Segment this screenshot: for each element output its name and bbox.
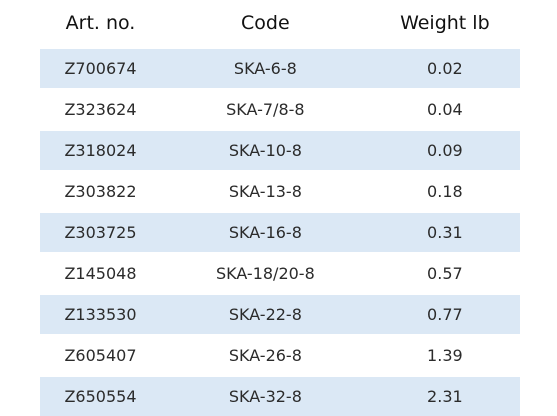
table-row: Z145048 SKA-18/20-8 0.57: [40, 252, 520, 294]
table-row: Z303822 SKA-13-8 0.18: [40, 170, 520, 212]
table-row: Z650554 SKA-32-8 2.31: [40, 375, 520, 416]
table-row: Z700674 SKA-6-8 0.02: [40, 47, 520, 89]
table-cell: SKA-10-8: [161, 129, 370, 171]
table-cell: SKA-7/8-8: [161, 88, 370, 130]
table-row: Z323624 SKA-7/8-8 0.04: [40, 88, 520, 130]
table-cell: SKA-6-8: [161, 47, 370, 89]
header-cell: Art. no.: [65, 12, 136, 34]
table-row: Z303725 SKA-16-8 0.31: [40, 211, 520, 253]
table-cell: SKA-26-8: [161, 334, 370, 376]
table-cell: 1.39: [369, 334, 520, 376]
header-row: Art. no. Code Weight lb: [40, 0, 520, 48]
table-cell: 0.31: [369, 211, 520, 253]
table-cell: SKA-13-8: [161, 170, 370, 212]
table-cell: Z318024: [40, 129, 161, 171]
table-row: Z133530 SKA-22-8 0.77: [40, 293, 520, 335]
table-cell: 0.77: [369, 293, 520, 335]
table-body: Z700674 SKA-6-8 0.02 Z323624 SKA-7/8-8 0.04 Z3…: [40, 47, 520, 416]
table-cell: Z700674: [40, 47, 161, 89]
table-cell: 0.09: [369, 129, 520, 171]
table-cell: 0.18: [369, 170, 520, 212]
table-cell: Z323624: [40, 88, 161, 130]
table-cell: Z605407: [40, 334, 161, 376]
table-cell: Z650554: [40, 375, 161, 416]
table-cell: 0.04: [369, 88, 520, 130]
table-cell: 0.57: [369, 252, 520, 294]
table-cell: Z303725: [40, 211, 161, 253]
header-cell: Code: [241, 12, 290, 34]
table-cell: 0.02: [369, 47, 520, 89]
table-row: Z605407 SKA-26-8 1.39: [40, 334, 520, 376]
table-row: Z318024 SKA-10-8 0.09: [40, 129, 520, 171]
table: Art. no. Code Weight lb Z700674 SKA-6-8 0.…: [40, 0, 520, 416]
header-cell: Weight lb: [400, 12, 490, 34]
table-cell: Z145048: [40, 252, 161, 294]
table-cell: SKA-32-8: [161, 375, 370, 416]
table-cell: SKA-22-8: [161, 293, 370, 335]
table-cell: Z303822: [40, 170, 161, 212]
table-cell: SKA-18/20-8: [161, 252, 370, 294]
table-cell: Z133530: [40, 293, 161, 335]
table-cell: SKA-16-8: [161, 211, 370, 253]
table-cell: 2.31: [369, 375, 520, 416]
